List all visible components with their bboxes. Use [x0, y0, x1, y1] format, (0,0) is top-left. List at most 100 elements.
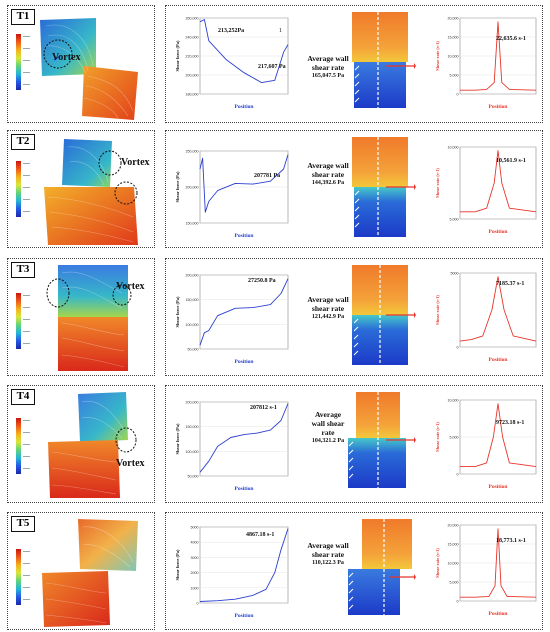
vortex-marker [114, 181, 138, 205]
row-t2: T2 Vortex 250,000 200,000 150,000 S [0, 130, 550, 248]
case-label: T1 [11, 9, 35, 25]
legend-tick [23, 575, 30, 576]
y-tick-label: 20,000 [448, 17, 459, 21]
color-legend [16, 412, 32, 474]
analysis-panel-t2: 250,000 200,000 150,000 Shear force (Pa) Pos… [165, 130, 543, 248]
legend-tick [23, 563, 30, 564]
vortex-marker [98, 150, 122, 176]
avg-label-line1: Average wall [307, 541, 349, 550]
y-tick-label: 240,000 [186, 36, 199, 40]
series-line [199, 19, 289, 84]
chart-legend: 1 [279, 28, 282, 34]
series-line [460, 403, 537, 468]
y-axis-label: Shear force (Pa) [175, 40, 180, 72]
case-label: T5 [11, 516, 35, 532]
vortex-marker [112, 284, 132, 306]
analysis-panel-t4: 200,000 150,000 100,000 50,000 Shear force (… [165, 385, 543, 503]
shear-force-peak-annotation: 27250.8 Pa [248, 278, 276, 284]
series-line [199, 278, 289, 346]
plot-area [459, 272, 537, 348]
y-tick-label: 0 [457, 473, 459, 477]
vortex-label: Vortex [116, 458, 145, 469]
y-tick-label: 250,000 [186, 150, 199, 154]
legend-tick [23, 343, 30, 344]
y-tick-label: 100,000 [186, 450, 199, 454]
vortex-label: Vortex [121, 157, 150, 168]
y-tick-label: 10,000 [448, 399, 459, 403]
case-label: T2 [11, 134, 35, 150]
legend-colorbar [16, 418, 21, 474]
y-tick-label: 5,000 [450, 74, 459, 78]
row-t5: T5 5000 4000 3000 2000 1000 0 Shear force (Pa)… [0, 512, 550, 630]
series-line [199, 403, 289, 473]
y-tick-label: 50,000 [188, 475, 199, 479]
legend-tick [23, 307, 30, 308]
y-tick-label: 5000 [451, 272, 459, 276]
analysis-panel-t3: 200,000 150,000 100,000 50,000 Shear force (… [165, 258, 543, 376]
vortex-marker [115, 427, 137, 453]
y-tick-label: 180,000 [186, 93, 199, 97]
y-tick-label: 5,000 [450, 436, 459, 440]
avg-label-line2: wall shear [311, 419, 345, 428]
avg-label-line3: rate [321, 428, 335, 437]
streamline-diagram [42, 519, 138, 627]
shear-rate-chart: 20,000 15,000 10,000 5,000 0 Shear rate (s-1)… [435, 17, 537, 110]
legend-tick [23, 420, 30, 421]
y-tick-label: 0 [457, 93, 459, 97]
streamline-diagram [48, 392, 137, 498]
color-legend [16, 543, 32, 605]
plot-area [199, 526, 289, 604]
shear-rate-peak-annotation: 10,561.9 s-1 [496, 158, 526, 164]
legend-colorbar [16, 293, 21, 349]
y-tick-label: 15,000 [448, 543, 459, 547]
shear-force-chart: 200,000 150,000 100,000 50,000 Shear force (… [175, 274, 289, 365]
shear-rate-peak-annotation: 18,773.1 s-1 [496, 538, 526, 544]
shear-force-peak-annotation: 4867.18 s-1 [246, 532, 275, 538]
y-tick-label: 0 [457, 346, 459, 350]
y-tick-label: 15,000 [448, 36, 459, 40]
x-axis-label: Position [235, 233, 254, 239]
legend-tick [23, 72, 30, 73]
y-axis-label: Shear force (Pa) [175, 549, 180, 581]
shear-force-peak-annotation: 207812 s-1 [250, 405, 277, 411]
legend-tick [23, 211, 30, 212]
average-wall-shear: Average wall shear rate 165,047.5 Pa [299, 54, 357, 80]
shear-force-peak-annotation: 213,252Pa [218, 28, 245, 34]
vortex-marker [46, 278, 70, 308]
legend-tick [23, 199, 30, 200]
plot-area [459, 146, 537, 220]
y-tick-label: 5000 [191, 526, 199, 530]
shear-rate-peak-annotation: 9723.18 s-1 [496, 420, 525, 426]
legend-tick [23, 163, 30, 164]
average-wall-shear: Average wall shear rate 144,392.6 Pa [299, 161, 357, 187]
y-tick-label: 10,000 [448, 146, 459, 150]
streamline-diagram [44, 139, 138, 245]
row-t3: T3 Vortex 200,000 150,000 100,000 5 [0, 258, 550, 376]
row-t4: T4 Vortex 200,000 150,000 100,000 50,000 Sh [0, 385, 550, 503]
x-axis-label: Position [489, 484, 508, 490]
shear-rate-chart: 10,000 5,000 Shear rate (s-1) Position [435, 146, 537, 235]
shear-force-chart: 200,000 150,000 100,000 50,000 Shear force (… [175, 401, 289, 492]
x-axis-label: Position [489, 229, 508, 235]
y-tick-label: 150,000 [186, 222, 199, 226]
case-label: T4 [11, 389, 35, 405]
legend-tick [23, 468, 30, 469]
y-axis-label: Shear force (Pa) [175, 171, 180, 203]
shear-rate-peak-annotation: 22,635.6 s-1 [496, 36, 526, 42]
x-axis-label: Position [235, 104, 254, 110]
legend-tick [23, 551, 30, 552]
legend-tick [23, 444, 30, 445]
shear-force-chart: 250,000 200,000 150,000 Shear force (Pa) Pos… [175, 150, 289, 239]
legend-colorbar [16, 34, 21, 90]
y-tick-label: 3000 [191, 556, 199, 560]
y-axis-label: Shear rate (s-1) [435, 168, 440, 198]
y-tick-label: 5,000 [450, 218, 459, 222]
legend-colorbar [16, 161, 21, 217]
shear-force-chart: 260,000 240,000 220,000 200,000 180,000 Shear… [175, 17, 289, 110]
x-axis-label: Position [235, 486, 254, 492]
series-line [460, 150, 537, 213]
avg-label-line1: Average wall [307, 295, 349, 304]
flow-panel-t4: T4 Vortex [7, 385, 155, 503]
shear-rate-chart: 20,000 15,000 10,000 5,000 0 Shear rate (s-1)… [435, 524, 537, 617]
legend-tick [23, 187, 30, 188]
